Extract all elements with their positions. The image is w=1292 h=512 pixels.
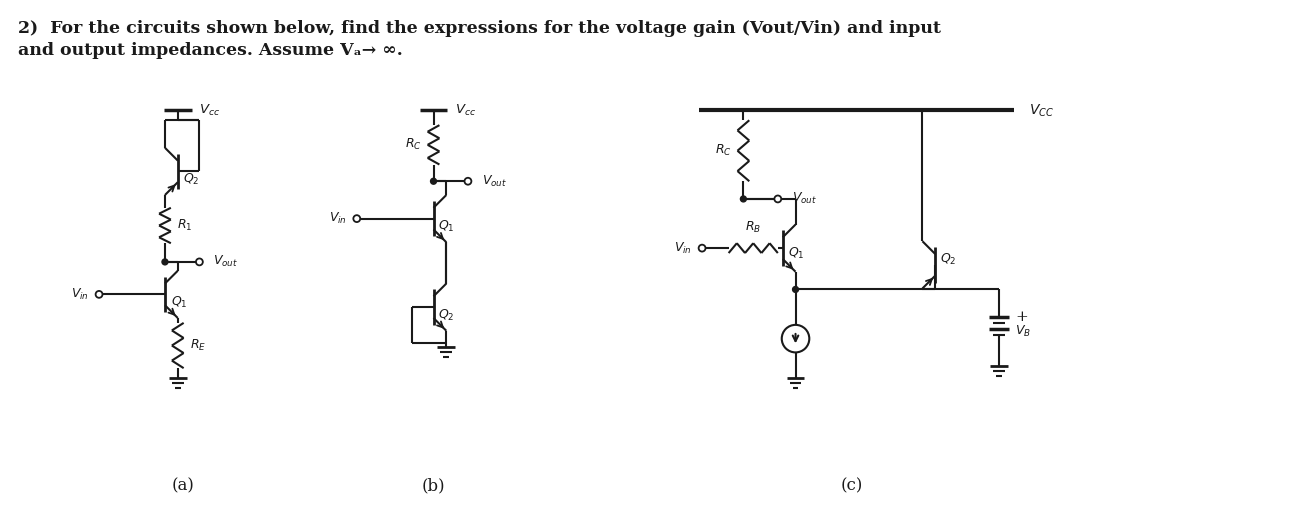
Text: $V_{in}$: $V_{in}$ — [329, 211, 348, 226]
Text: $V_{out}$: $V_{out}$ — [213, 254, 238, 269]
Text: $V_{in}$: $V_{in}$ — [71, 287, 89, 302]
Circle shape — [96, 291, 102, 298]
Text: $V_{cc}$: $V_{cc}$ — [199, 103, 221, 118]
Text: $V_{cc}$: $V_{cc}$ — [455, 103, 477, 118]
Circle shape — [782, 325, 809, 352]
Circle shape — [430, 178, 437, 184]
Text: and output impedances. Assume Vₐ→ ∞.: and output impedances. Assume Vₐ→ ∞. — [18, 41, 403, 58]
Text: $Q_1$: $Q_1$ — [788, 245, 804, 261]
Text: $R_C$: $R_C$ — [714, 143, 731, 158]
Text: 2)  For the circuits shown below, find the expressions for the voltage gain (Vou: 2) For the circuits shown below, find th… — [18, 20, 942, 37]
Circle shape — [465, 178, 472, 185]
Circle shape — [774, 196, 782, 202]
Circle shape — [740, 196, 747, 202]
Text: $R_E$: $R_E$ — [190, 338, 205, 353]
Text: (c): (c) — [840, 478, 863, 495]
Circle shape — [792, 287, 798, 292]
Text: $R_C$: $R_C$ — [404, 137, 421, 153]
Text: $V_{in}$: $V_{in}$ — [674, 241, 693, 255]
Circle shape — [196, 259, 203, 265]
Circle shape — [699, 245, 705, 251]
Text: (b): (b) — [421, 478, 446, 495]
Text: $Q_2$: $Q_2$ — [941, 252, 956, 267]
Text: $Q_1$: $Q_1$ — [171, 295, 187, 310]
Text: $V_{CC}$: $V_{CC}$ — [1028, 102, 1054, 119]
Circle shape — [162, 259, 168, 265]
Text: $V_{out}$: $V_{out}$ — [482, 174, 506, 189]
Circle shape — [353, 215, 360, 222]
Text: +: + — [1016, 310, 1027, 324]
Text: $Q_2$: $Q_2$ — [182, 172, 199, 187]
Text: $Q_2$: $Q_2$ — [438, 308, 455, 323]
Text: $R_B$: $R_B$ — [745, 220, 761, 236]
Text: (a): (a) — [172, 478, 194, 495]
Text: $V_B$: $V_B$ — [1016, 324, 1031, 339]
Text: $V_{out}$: $V_{out}$ — [792, 191, 817, 206]
Text: $Q_1$: $Q_1$ — [438, 219, 455, 234]
Text: $R_1$: $R_1$ — [177, 218, 193, 233]
